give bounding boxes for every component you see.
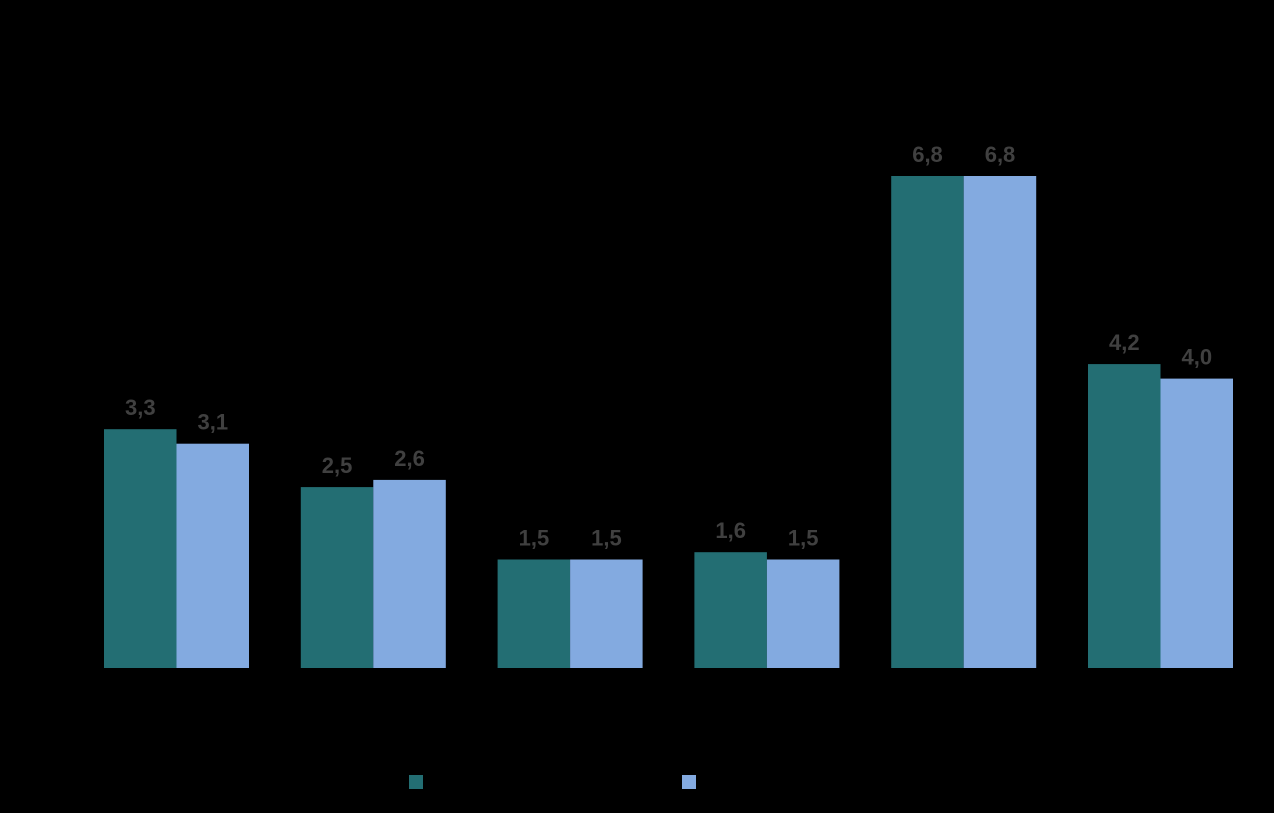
bar-s2-c6 <box>1160 378 1233 668</box>
bar-s1-c1 <box>104 429 177 668</box>
bar-s1-c6 <box>1088 364 1161 668</box>
bar-s1-c5 <box>891 176 964 668</box>
data-label-s2-c3: 1,5 <box>591 526 622 551</box>
bar-s2-c5 <box>963 176 1037 668</box>
bar-s1-c3 <box>497 559 571 668</box>
data-label-s1-c4: 1,6 <box>715 518 746 543</box>
data-label-s2-c1: 3,1 <box>198 410 229 435</box>
bar-s1-c4 <box>694 552 767 668</box>
bar-s1-c2 <box>300 487 374 668</box>
data-labels-layer: 3,3 3,1 2,5 2,6 1,5 1,5 1,6 1,5 6,8 6,8 4,2 4,0 <box>125 142 1212 551</box>
bar-s2-c1 <box>176 443 249 668</box>
legend-swatch-s1 <box>409 775 423 789</box>
bar-s2-c4 <box>766 559 840 668</box>
bar-s2-c2 <box>373 479 446 668</box>
data-label-s2-c2: 2,6 <box>394 446 425 471</box>
data-label-s1-c6: 4,2 <box>1109 330 1140 355</box>
data-label-s2-c6: 4,0 <box>1182 345 1213 370</box>
bars-layer <box>104 176 1233 668</box>
data-label-s1-c1: 3,3 <box>125 395 156 420</box>
legend-swatch-s2 <box>682 775 696 789</box>
data-label-s2-c5: 6,8 <box>985 142 1016 167</box>
data-label-s2-c4: 1,5 <box>788 526 819 551</box>
data-label-s1-c2: 2,5 <box>322 453 353 478</box>
data-label-s1-c5: 6,8 <box>912 142 943 167</box>
bar-s2-c3 <box>570 559 643 668</box>
legend <box>409 775 696 789</box>
data-label-s1-c3: 1,5 <box>519 526 550 551</box>
